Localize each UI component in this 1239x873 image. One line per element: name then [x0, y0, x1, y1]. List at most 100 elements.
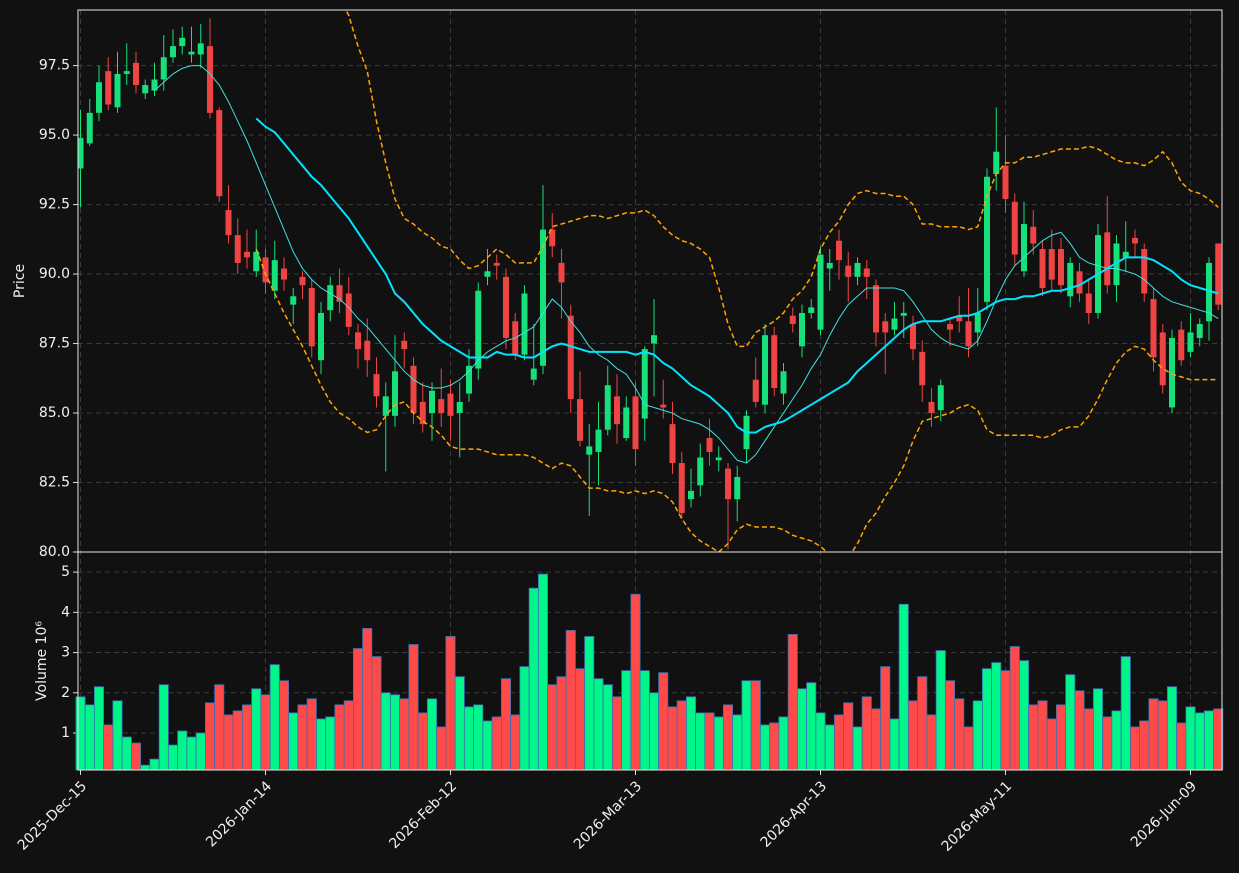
- volume-bar: [648, 692, 660, 771]
- candle-body: [1113, 243, 1120, 286]
- candle-body: [160, 57, 167, 80]
- candle-body: [632, 396, 639, 450]
- volume-bar: [565, 630, 576, 771]
- candle-body: [540, 229, 546, 366]
- candle-body: [891, 318, 898, 330]
- volume-bar: [695, 712, 706, 771]
- volume-bar: [306, 698, 317, 771]
- candle-body: [1076, 271, 1083, 294]
- candle-body: [974, 312, 981, 333]
- volume-bar: [769, 722, 780, 771]
- volume-bar: [1055, 704, 1067, 771]
- candle-body: [96, 82, 102, 113]
- candle-body: [382, 396, 389, 416]
- volume-bar: [843, 702, 854, 771]
- candle-body: [179, 37, 186, 47]
- candle-body: [984, 176, 990, 302]
- volume-bar: [778, 716, 789, 771]
- y-tick-label: 95.0: [39, 127, 70, 143]
- candle-body: [1085, 293, 1092, 313]
- volume-bar: [741, 680, 752, 771]
- indicator-line: [154, 65, 1219, 464]
- candle-body: [688, 490, 694, 500]
- candle-body: [447, 393, 454, 416]
- volume-bar: [177, 730, 188, 771]
- volume-bar: [167, 744, 179, 771]
- candle-body: [466, 365, 472, 394]
- candle-body: [308, 287, 315, 347]
- volume-bar: [445, 636, 456, 771]
- candle-body: [493, 262, 500, 266]
- candle-body: [845, 265, 852, 277]
- candle-body: [142, 85, 149, 94]
- volume-bar: [907, 700, 919, 771]
- candle-body: [151, 79, 158, 91]
- volume-bar: [223, 714, 234, 771]
- candle-body: [669, 424, 676, 464]
- volume-bar: [204, 702, 216, 771]
- candle-body: [752, 379, 759, 402]
- volume-bar: [389, 694, 401, 771]
- candle-body: [281, 268, 287, 280]
- volume-bar: [584, 636, 595, 771]
- y-tick-label: 90.0: [39, 266, 70, 282]
- candle-body: [475, 290, 482, 369]
- volume-bar: [482, 720, 493, 771]
- candle-body: [345, 293, 352, 327]
- volume-bar: [241, 704, 253, 771]
- candle-body: [170, 46, 176, 58]
- volume-bar: [232, 710, 243, 771]
- volume-bar: [1037, 700, 1048, 771]
- candle-body: [928, 401, 935, 414]
- volume-bar: [787, 634, 798, 771]
- candle-body: [771, 335, 778, 389]
- candle-body: [817, 254, 824, 330]
- candle-body: [355, 332, 361, 350]
- volume-bar: [954, 698, 965, 771]
- candle-body: [234, 235, 241, 263]
- indicator-line: [255, 117, 1219, 434]
- volume-bar: [260, 694, 271, 771]
- candle-body: [854, 262, 861, 277]
- volume-bar: [621, 670, 632, 771]
- volume-bar: [852, 726, 863, 771]
- volume-bar: [186, 736, 197, 771]
- volume-bar: [880, 666, 891, 771]
- volume-bar: [158, 684, 169, 771]
- volume-bar: [667, 706, 678, 771]
- volume-bar: [1194, 712, 1205, 771]
- y-axis-label: Volume 10⁶: [34, 621, 50, 701]
- candle-body: [956, 315, 963, 322]
- volume-bar: [519, 666, 530, 771]
- volume-bar: [380, 692, 391, 771]
- candle-body: [1104, 232, 1111, 286]
- candle-body: [364, 340, 371, 361]
- volume-bar: [325, 716, 336, 771]
- candle-body: [373, 374, 380, 397]
- volume-bar: [1111, 710, 1122, 771]
- candle-body: [780, 371, 787, 394]
- candle-body: [484, 271, 491, 277]
- volume-bar: [1065, 674, 1076, 771]
- candle-body: [1150, 299, 1157, 358]
- volume-bar: [1166, 686, 1178, 771]
- volume-bar: [732, 714, 743, 771]
- volume-bar: [963, 726, 974, 771]
- candle-body: [188, 51, 195, 55]
- candle-body: [1159, 332, 1166, 386]
- volume-bar: [1092, 688, 1104, 771]
- y-tick-label: 2: [61, 685, 70, 701]
- volume-bar: [343, 700, 354, 771]
- volume-bar: [537, 573, 549, 771]
- y-tick-label: 5: [61, 564, 70, 580]
- volume-bar: [1185, 706, 1196, 771]
- volume-bar: [861, 696, 872, 771]
- y-tick-label: 82.5: [39, 475, 70, 491]
- candle-body: [993, 151, 1000, 174]
- volume-bar: [1139, 720, 1150, 771]
- y-tick-label: 4: [61, 604, 70, 620]
- candle-body: [1132, 237, 1138, 244]
- volume-bar: [1102, 716, 1113, 771]
- candle-body: [207, 46, 213, 113]
- volume-bar: [759, 724, 771, 771]
